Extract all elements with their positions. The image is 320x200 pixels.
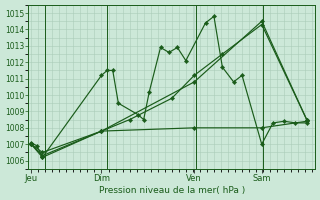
X-axis label: Pression niveau de la mer( hPa ): Pression niveau de la mer( hPa )	[99, 186, 245, 195]
